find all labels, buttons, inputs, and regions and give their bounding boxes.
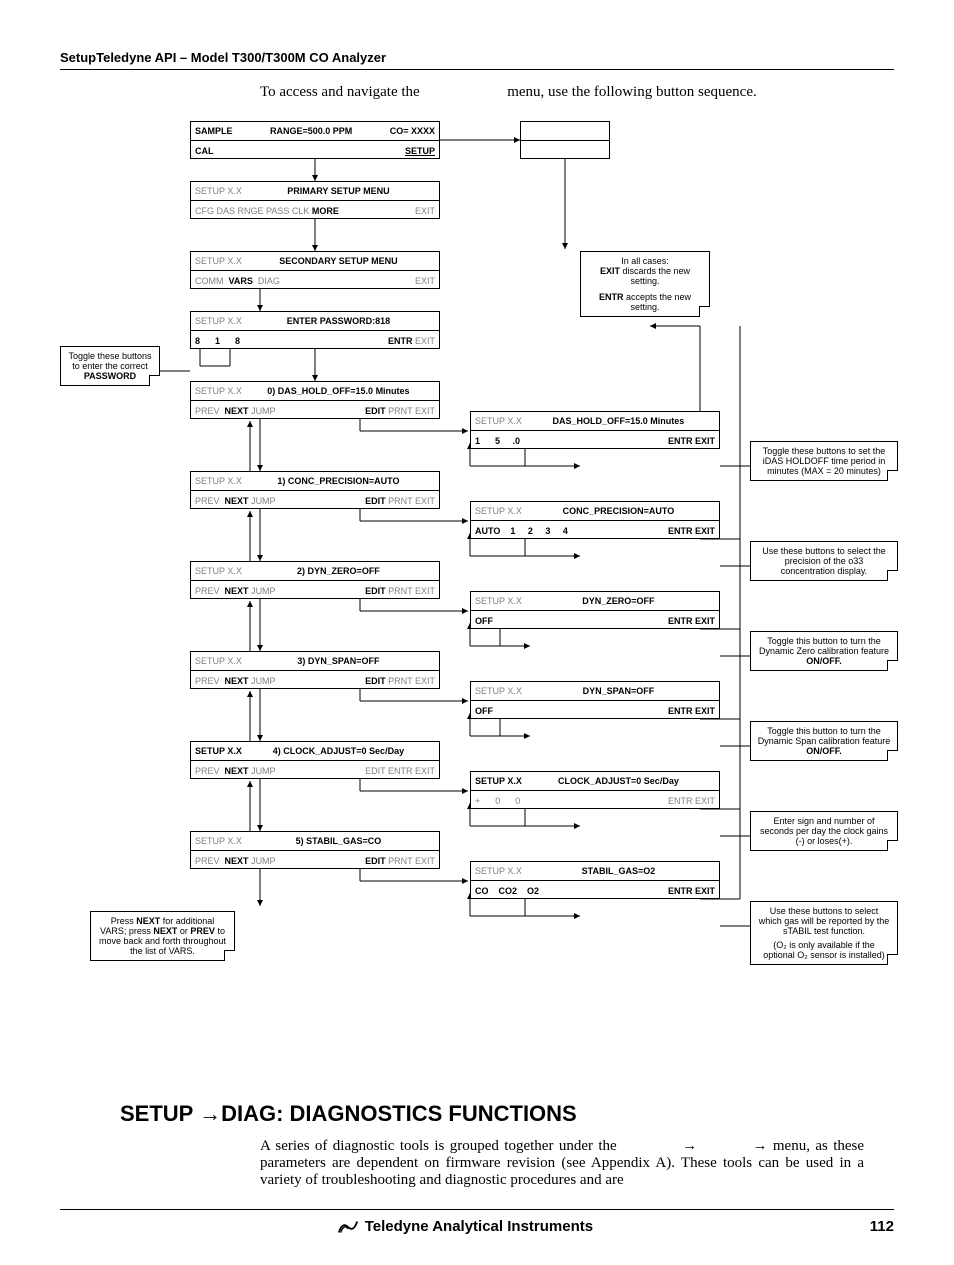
- menu-screen: SETUP X.X4) CLOCK_ADJUST=0 Sec/DayPREV N…: [190, 741, 440, 779]
- note-clock: Enter sign and number of seconds per day…: [750, 811, 898, 851]
- note-dynzero: Toggle this button to turn the Dynamic Z…: [750, 631, 898, 671]
- menu-screen: SETUP X.X5) STABIL_GAS=COPREV NEXT JUMPE…: [190, 831, 440, 869]
- note-password: Toggle these buttons to enter the correc…: [60, 346, 160, 386]
- edit-screen: SETUP X.XCLOCK_ADJUST=0 Sec/Day+ 0 0ENTR…: [470, 771, 720, 809]
- intro-text: To access and navigate the menu, use the…: [260, 84, 894, 101]
- edit-screen: SETUP X.XCONC_PRECISION=AUTOAUTO 1 2 3 4…: [470, 501, 720, 539]
- edit-screen: SETUP X.XDYN_ZERO=OFFOFFENTR EXIT: [470, 591, 720, 629]
- menu-screen: SETUP X.X2) DYN_ZERO=OFFPREV NEXT JUMPED…: [190, 561, 440, 599]
- body-paragraph: A series of diagnostic tools is grouped …: [260, 1137, 864, 1189]
- menu-screen: SETUP X.X1) CONC_PRECISION=AUTOPREV NEXT…: [190, 471, 440, 509]
- edit-screen: SETUP X.XSTABIL_GAS=O2CO CO2 O2ENTR EXIT: [470, 861, 720, 899]
- menu-screen: SETUP X.XPRIMARY SETUP MENUCFG DAS RNGE …: [190, 181, 440, 219]
- note-stabil: Use these buttons to select which gas wi…: [750, 901, 898, 965]
- menu-screen: SETUP X.XSECONDARY SETUP MENUCOMM VARS D…: [190, 251, 440, 289]
- flowchart-diagram: SAMPLERANGE=500.0 PPMCO= XXXX CALSETUP SE…: [60, 111, 900, 1071]
- note-holdoff: Toggle these buttons to set the iDAS HOL…: [750, 441, 898, 481]
- blank-box: [520, 121, 610, 159]
- menu-screen: SETUP X.X3) DYN_SPAN=OFFPREV NEXT JUMPED…: [190, 651, 440, 689]
- menu-screen: SAMPLERANGE=500.0 PPMCO= XXXX CALSETUP: [190, 121, 440, 159]
- note-prevnext: Press NEXT for additional VARS; press NE…: [90, 911, 235, 961]
- menu-screen: SETUP X.XENTER PASSWORD:8188 1 8ENTR EXI…: [190, 311, 440, 349]
- note-precision: Use these buttons to select the precisio…: [750, 541, 898, 581]
- menu-screen: SETUP X.X0) DAS_HOLD_OFF=15.0 MinutesPRE…: [190, 381, 440, 419]
- page-footer: Teledyne Analytical Instruments 112: [60, 1209, 894, 1235]
- edit-screen: SETUP X.XDAS_HOLD_OFF=15.0 Minutes1 5 .0…: [470, 411, 720, 449]
- note-allcases: In all cases: EXIT discards the new sett…: [580, 251, 710, 317]
- note-dynspan: Toggle this button to turn the Dynamic S…: [750, 721, 898, 761]
- footer-page-number: 112: [870, 1218, 894, 1235]
- footer-company: Teledyne Analytical Instruments: [365, 1218, 593, 1235]
- logo-icon: [337, 1219, 359, 1235]
- edit-screen: SETUP X.XDYN_SPAN=OFFOFFENTR EXIT: [470, 681, 720, 719]
- section-heading: SETUP →DIAG: DIAGNOSTICS FUNCTIONS: [120, 1101, 894, 1127]
- page-header: SetupTeledyne API – Model T300/T300M CO …: [60, 50, 894, 70]
